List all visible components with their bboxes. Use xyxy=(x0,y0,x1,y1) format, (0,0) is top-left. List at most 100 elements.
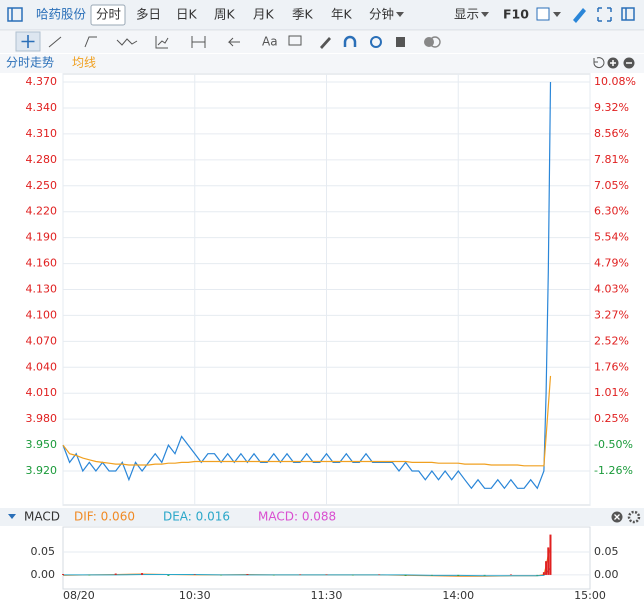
y2-tick-label: 4.79% xyxy=(594,256,629,269)
tab[interactable]: 季K xyxy=(292,7,314,22)
legend-entry: MACD: 0.088 xyxy=(258,510,336,524)
eraser-tool[interactable] xyxy=(320,37,331,49)
macd-bar xyxy=(457,574,460,576)
sidebar-toggle[interactable] xyxy=(7,7,23,22)
f10-button[interactable]: F10 xyxy=(503,7,529,22)
y2-tick-label: 4.03% xyxy=(594,283,629,296)
legend-entry: DIF: 0.060 xyxy=(74,510,135,524)
y2-tick-label: 1.01% xyxy=(594,386,629,399)
tab-selected-box xyxy=(90,4,126,26)
y-tick-label: 4.100 xyxy=(26,308,58,321)
macd-bar xyxy=(545,561,548,575)
macd-bar xyxy=(509,574,512,575)
macd-bar xyxy=(430,574,433,576)
macd-bar xyxy=(549,534,552,575)
macd-bar xyxy=(114,573,117,575)
tab[interactable]: 分钟 xyxy=(369,7,394,22)
macd-bar xyxy=(536,574,539,576)
y-tick-label: 4.340 xyxy=(26,101,58,114)
x-tick-label: 10:30 xyxy=(179,589,211,602)
macd-bar xyxy=(272,574,275,576)
visible-tool[interactable] xyxy=(370,36,382,48)
layout-button[interactable] xyxy=(536,7,550,21)
fib-tool[interactable] xyxy=(155,36,169,49)
macd-line xyxy=(63,567,551,577)
y2-tick-label: 7.05% xyxy=(594,179,629,192)
x-tick-label: 14:00 xyxy=(442,589,474,602)
price-line xyxy=(62,375,552,467)
tab[interactable]: 日K xyxy=(176,7,198,22)
y-tick-label: 4.190 xyxy=(26,231,58,244)
drawing-toolbar xyxy=(0,31,644,53)
tab[interactable]: 周K xyxy=(214,7,236,22)
arrow-tool[interactable] xyxy=(227,37,240,47)
macd-bar xyxy=(299,574,302,575)
x-tick-label: 15:00 xyxy=(574,589,606,602)
crosshair-tool[interactable] xyxy=(21,35,35,48)
plot-area xyxy=(62,526,591,590)
channel-tool[interactable] xyxy=(84,36,97,48)
y-tick-label: 4.250 xyxy=(26,179,58,192)
y2-tick-label: 1.76% xyxy=(594,360,629,373)
y2-tick-label: 10.08% xyxy=(594,75,636,88)
tab[interactable]: 月K xyxy=(253,7,275,22)
magnet-tool[interactable] xyxy=(343,35,357,47)
y-tick-label: 0.05 xyxy=(31,545,56,558)
y-tick-label: 3.980 xyxy=(26,412,58,425)
y2-tick-label: 2.52% xyxy=(594,334,629,347)
macd-bar xyxy=(193,574,196,575)
y2-tick-label: -0.50% xyxy=(594,438,633,451)
y-tick-label: 4.130 xyxy=(26,283,58,296)
macd-bar xyxy=(483,574,486,576)
draw-button[interactable] xyxy=(573,8,586,23)
y-tick-label: 0.00 xyxy=(31,568,56,581)
tab[interactable]: 多日 xyxy=(136,7,161,22)
y2-tick-label: 0.05 xyxy=(594,545,619,558)
legend-row xyxy=(0,54,644,73)
macd-collapse[interactable] xyxy=(8,514,16,519)
chart-title: 分时走势 xyxy=(6,56,54,70)
legend-entry: DEA: 0.016 xyxy=(163,510,230,524)
tab[interactable]: 分时 xyxy=(96,7,122,22)
macd-bar xyxy=(542,572,545,575)
y2-tick-label: 7.81% xyxy=(594,153,629,166)
measure-tool[interactable] xyxy=(191,36,206,48)
fullscreen-button[interactable] xyxy=(597,7,612,22)
line-tool[interactable] xyxy=(48,36,62,48)
macd-bar xyxy=(141,573,144,575)
y-tick-label: 4.070 xyxy=(26,334,58,347)
macd-bar xyxy=(351,574,354,576)
y-tick-label: 4.160 xyxy=(26,257,58,270)
y-tick-label: 4.370 xyxy=(26,75,58,88)
macd-bar xyxy=(547,547,550,575)
y2-tick-label: 8.56% xyxy=(594,127,629,140)
macd-bar xyxy=(404,574,407,576)
macd-header xyxy=(0,508,644,526)
legend-entry: 均线 xyxy=(72,56,96,70)
toggle-tool[interactable] xyxy=(424,37,434,47)
y2-tick-label: 0.00 xyxy=(594,568,619,581)
macd-bar xyxy=(325,574,328,575)
indicator-title: MACD xyxy=(24,510,60,524)
macd-bar xyxy=(62,574,64,575)
y2-tick-label: 5.54% xyxy=(594,231,629,244)
y-tick-label: 3.920 xyxy=(26,464,58,477)
note-tool[interactable] xyxy=(288,35,302,46)
panel-button[interactable] xyxy=(621,7,635,21)
stock-name[interactable]: 哈药股份 xyxy=(36,7,87,22)
text-tool[interactable]: Aa xyxy=(262,35,278,49)
tab[interactable]: 年K xyxy=(331,7,353,22)
y-tick-label: 3.950 xyxy=(26,438,58,451)
y-tick-label: 4.040 xyxy=(26,360,58,373)
y2-tick-label: 6.30% xyxy=(594,205,629,218)
display-menu[interactable]: 显示 xyxy=(454,7,479,22)
indicator-settings[interactable] xyxy=(627,510,641,524)
macd-bar xyxy=(167,574,170,576)
delete-tool[interactable] xyxy=(396,37,405,47)
y2-tick-label: 3.27% xyxy=(594,309,629,322)
price-line xyxy=(62,81,552,490)
reset-button[interactable] xyxy=(593,57,605,69)
wave-tool[interactable] xyxy=(116,38,138,46)
